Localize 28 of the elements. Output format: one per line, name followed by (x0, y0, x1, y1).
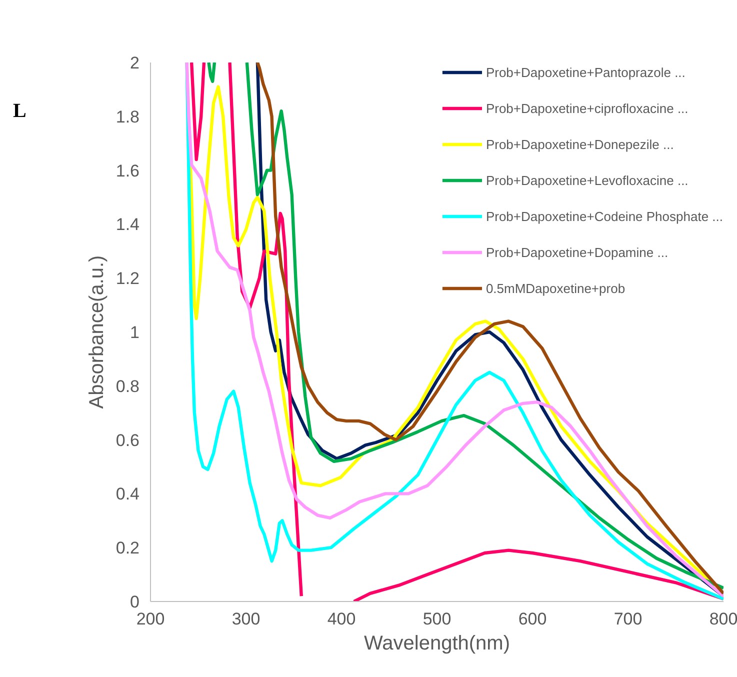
y-axis-title: Absorbance(a.u.) (86, 255, 108, 409)
legend-label: Prob+Dapoxetine+Levofloxacine ... (486, 172, 688, 188)
legend-label: Prob+Dapoxetine+Codeine Phosphate ... (486, 208, 723, 224)
x-tick-label: 800 (709, 610, 737, 628)
x-axis-title: Wavelength(nm) (364, 632, 510, 654)
legend-label: 0.5mMDapoxetine+prob (486, 280, 626, 296)
legend-label: Prob+Dapoxetine+ciprofloxacine ... (486, 100, 688, 116)
y-tick-label: 0.2 (116, 538, 140, 558)
y-tick-label: 2 (130, 54, 140, 72)
y-tick-label: 0.6 (116, 430, 140, 450)
legend-label: Prob+Dapoxetine+Donepezile ... (486, 136, 674, 152)
legend-label: Prob+Dapoxetine+Pantoprazole ... (486, 64, 686, 80)
x-tick-label: 700 (614, 610, 642, 628)
text: L (13, 99, 26, 124)
y-tick-label: 0.4 (116, 484, 140, 504)
x-tick-label: 500 (422, 610, 452, 628)
y-tick-label: 1.2 (116, 269, 140, 288)
y-tick-label: 1 (130, 323, 140, 342)
y-tick-label: 1.8 (116, 107, 140, 126)
x-tick-label: 200 (136, 610, 165, 628)
y-tick-label: 0 (130, 592, 140, 612)
x-tick-label: 400 (327, 610, 356, 628)
x-tick-label: 300 (232, 610, 260, 628)
y-tick-label: 1.4 (116, 215, 140, 234)
y-tick-label: 1.6 (116, 161, 140, 180)
y-tick-label: 0.8 (116, 376, 140, 396)
legend-label: Prob+Dapoxetine+Dopamine ... (486, 244, 668, 260)
x-tick-label: 600 (518, 610, 547, 628)
